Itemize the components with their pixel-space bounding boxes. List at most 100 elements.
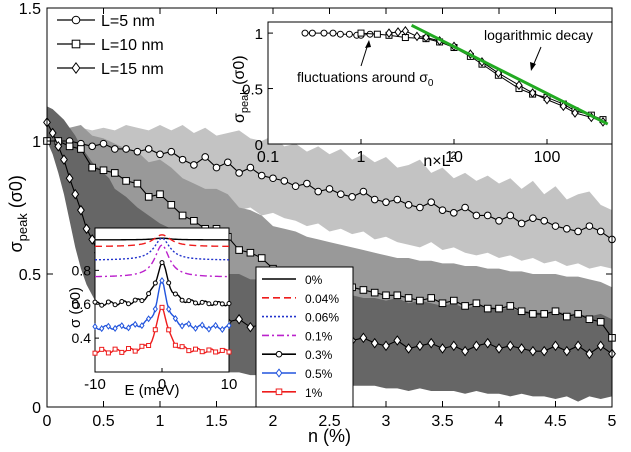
energy-point xyxy=(199,349,205,355)
data-point-diamond xyxy=(246,321,255,333)
energy-y-tick-label: 0.4 xyxy=(72,330,92,346)
energy-point xyxy=(105,299,111,305)
data-point-square xyxy=(382,291,390,300)
data-point-square xyxy=(111,169,119,177)
inset-y-axis-label: σpeak (σ0) xyxy=(231,55,251,123)
y-label-symbol: σ xyxy=(6,241,26,252)
legend-label: L=15 nm xyxy=(101,61,164,78)
inset-x-label-sup: 2 xyxy=(451,150,457,162)
energy-point xyxy=(206,347,212,353)
data-point-circle xyxy=(224,158,232,167)
energy-point xyxy=(92,350,98,356)
energy-point xyxy=(99,325,105,333)
data-point-diamond xyxy=(574,340,583,352)
data-point-diamond xyxy=(393,335,402,346)
energy-point xyxy=(166,305,172,313)
inset-x-tick-label: 1 xyxy=(357,149,366,166)
energy-point xyxy=(213,300,219,306)
inset-point-diamond xyxy=(394,27,402,37)
data-point-circle xyxy=(88,142,96,151)
energy-point xyxy=(119,322,125,330)
data-point-diamond xyxy=(551,340,560,352)
energy-point xyxy=(119,349,125,355)
energy-y-tick-label: 0.6 xyxy=(72,296,92,312)
data-point-square xyxy=(133,179,142,188)
energy-point xyxy=(226,349,232,355)
data-point-square xyxy=(393,291,402,300)
energy-point xyxy=(179,322,185,330)
energy-point xyxy=(226,322,232,330)
data-point-circle xyxy=(404,201,413,209)
data-point-diamond xyxy=(54,141,63,152)
data-point-square xyxy=(167,201,176,209)
energy-point xyxy=(199,299,205,305)
energy-point xyxy=(199,321,205,329)
data-point-circle xyxy=(585,222,594,230)
data-point-diamond xyxy=(528,345,537,357)
data-point-square xyxy=(450,296,458,305)
data-point-diamond xyxy=(438,343,447,354)
data-point-square xyxy=(563,312,571,321)
data-point-diamond xyxy=(596,340,605,352)
energy-curve xyxy=(94,237,230,241)
data-point-square xyxy=(427,294,435,302)
data-point-square xyxy=(574,310,582,318)
data-point-circle xyxy=(596,227,605,236)
data-point-circle xyxy=(461,203,469,212)
data-point-circle xyxy=(122,145,130,153)
data-point-diamond xyxy=(517,343,526,354)
energy-curve xyxy=(94,234,230,248)
data-point-circle xyxy=(314,187,323,196)
data-point-circle xyxy=(144,145,153,153)
data-point-diamond xyxy=(495,343,503,354)
energy-legend-label: 0.04% xyxy=(305,292,339,306)
y-tick-label: 1.5 xyxy=(19,1,41,18)
data-point-square xyxy=(178,211,187,220)
data-point-circle xyxy=(190,161,198,169)
data-point-circle xyxy=(325,185,334,193)
inset-point-diamond xyxy=(543,94,551,105)
inset-point-diamond xyxy=(559,101,567,112)
main-y-axis-label: σpeak (σ0) xyxy=(6,175,30,252)
data-point-square xyxy=(404,294,413,302)
data-point-diamond xyxy=(370,337,379,349)
inset-fit-line xyxy=(410,23,609,126)
energy-point xyxy=(159,304,165,310)
energy-point xyxy=(112,346,118,352)
data-point-square xyxy=(190,217,198,225)
data-point-square xyxy=(540,310,549,318)
data-point-square xyxy=(551,307,560,316)
data-point-circle xyxy=(382,198,390,206)
inset-point-circle xyxy=(336,30,344,38)
data-point-circle xyxy=(257,171,266,180)
data-point-circle xyxy=(235,169,243,177)
x-tick-label: 1 xyxy=(156,413,165,430)
y-tick-label: 0.5 xyxy=(19,267,41,284)
data-point-diamond xyxy=(562,345,571,357)
data-point-circle xyxy=(540,217,549,225)
x-tick-label: 2.5 xyxy=(318,413,340,430)
inset-point-diamond xyxy=(422,32,430,43)
energy-x-tick-label: -10 xyxy=(84,376,106,393)
energy-y-tick-label: 0.8 xyxy=(72,262,92,278)
data-point-circle xyxy=(246,163,255,172)
data-point-circle xyxy=(348,193,356,201)
data-point-diamond xyxy=(82,223,91,235)
energy-point xyxy=(105,350,111,356)
annotation-arrow xyxy=(532,46,542,67)
data-point-square xyxy=(461,302,469,310)
data-point-diamond xyxy=(71,188,80,200)
y-label-text: σpeak (σ0) xyxy=(6,175,30,252)
data-point-square xyxy=(99,166,108,175)
energy-legend-marker xyxy=(275,350,283,358)
data-point-circle xyxy=(427,198,436,206)
data-point-diamond xyxy=(449,340,458,352)
data-point-square xyxy=(472,299,481,308)
data-point-square xyxy=(246,248,255,257)
data-point-circle xyxy=(416,203,424,212)
energy-legend-label: 0.1% xyxy=(305,329,333,343)
x-tick-label: 5 xyxy=(608,413,617,430)
inset-point-diamond xyxy=(571,108,579,118)
data-point-circle xyxy=(178,155,187,164)
energy-point xyxy=(112,324,118,332)
